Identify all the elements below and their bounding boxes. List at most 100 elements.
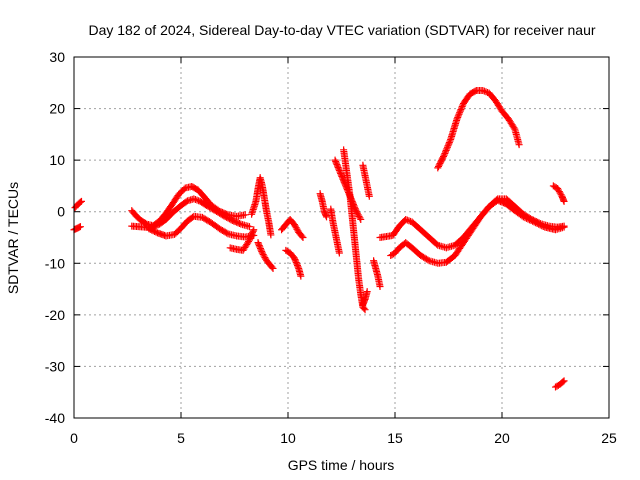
data-point bbox=[269, 264, 277, 272]
data-point bbox=[337, 171, 345, 179]
data-point bbox=[535, 220, 543, 228]
data-point bbox=[376, 282, 384, 290]
series-arc-c bbox=[128, 195, 253, 232]
series-arc-s bbox=[434, 87, 523, 172]
data-point bbox=[479, 87, 487, 95]
data-point bbox=[291, 222, 299, 230]
data-point bbox=[456, 109, 464, 117]
data-point bbox=[530, 218, 538, 226]
data-point bbox=[335, 166, 343, 174]
y-tick-label: 30 bbox=[49, 49, 65, 65]
data-point bbox=[292, 224, 300, 232]
data-point bbox=[261, 254, 269, 262]
x-tick-label: 15 bbox=[387, 430, 403, 446]
data-point bbox=[333, 161, 341, 169]
data-point bbox=[446, 137, 454, 145]
data-point bbox=[533, 220, 541, 228]
data-point bbox=[249, 229, 257, 237]
y-tick-label: 20 bbox=[49, 101, 65, 117]
series-arc-g bbox=[254, 239, 277, 272]
series-arc-a2 bbox=[70, 223, 84, 234]
data-point bbox=[255, 242, 263, 250]
data-point bbox=[560, 223, 568, 231]
series-arc-n bbox=[359, 161, 373, 200]
data-point bbox=[442, 146, 450, 154]
data-point bbox=[297, 272, 305, 280]
data-point bbox=[554, 186, 562, 194]
data-point bbox=[258, 247, 266, 255]
y-tick-label: 10 bbox=[49, 152, 65, 168]
data-point bbox=[453, 115, 461, 123]
data-point bbox=[560, 197, 568, 205]
data-point bbox=[361, 306, 369, 314]
data-point bbox=[268, 263, 276, 271]
data-point bbox=[255, 240, 263, 248]
data-point bbox=[424, 256, 432, 264]
data-point bbox=[76, 198, 84, 206]
y-tick-label: -20 bbox=[45, 307, 65, 323]
data-point bbox=[191, 195, 199, 203]
data-point bbox=[256, 245, 264, 253]
data-point bbox=[433, 240, 441, 248]
data-point bbox=[355, 212, 363, 220]
data-point bbox=[536, 221, 544, 229]
data-point bbox=[555, 188, 563, 196]
y-tick-label: -30 bbox=[45, 358, 65, 374]
series-arc-r bbox=[387, 196, 568, 267]
data-point bbox=[249, 227, 257, 235]
y-axis-label: SDTVAR / TECUs bbox=[5, 182, 21, 294]
y-tick-label: -10 bbox=[45, 255, 65, 271]
data-point bbox=[299, 234, 307, 241]
data-point bbox=[290, 221, 298, 229]
data-point bbox=[256, 243, 264, 251]
series-arc-p bbox=[370, 257, 384, 290]
series-arc-k bbox=[327, 205, 343, 257]
data-point bbox=[293, 225, 301, 233]
series-arc-a1 bbox=[71, 197, 85, 212]
data-point bbox=[444, 142, 452, 150]
data-point bbox=[554, 185, 562, 193]
data-point bbox=[258, 249, 266, 257]
data-point bbox=[292, 259, 300, 267]
series-arc-d bbox=[145, 212, 258, 241]
data-point bbox=[458, 104, 466, 112]
data-point bbox=[245, 238, 253, 246]
series-arc-h bbox=[278, 215, 307, 241]
data-point bbox=[559, 378, 567, 386]
series-arc-e bbox=[226, 226, 258, 254]
data-point bbox=[455, 110, 463, 118]
data-point bbox=[458, 103, 466, 111]
data-point bbox=[335, 165, 343, 173]
series-arc-j bbox=[316, 190, 331, 221]
series-arc-i bbox=[282, 246, 305, 280]
data-point bbox=[532, 219, 540, 227]
data-point bbox=[241, 211, 249, 219]
data-point bbox=[515, 141, 523, 149]
data-point bbox=[294, 263, 302, 271]
grid-lines bbox=[74, 57, 609, 418]
data-point bbox=[190, 195, 198, 203]
data-point bbox=[245, 236, 253, 244]
data-point bbox=[354, 211, 362, 219]
data-point bbox=[336, 168, 344, 176]
y-tick-label: 0 bbox=[57, 204, 65, 220]
series-arc-m bbox=[340, 146, 369, 314]
data-point bbox=[454, 113, 462, 121]
series-arc-t bbox=[549, 182, 568, 205]
data-point bbox=[223, 229, 231, 237]
chart-title: Day 182 of 2024, Sidereal Day-to-day VTE… bbox=[88, 22, 595, 38]
data-point bbox=[454, 112, 462, 120]
data-point bbox=[539, 222, 547, 230]
data-point bbox=[442, 148, 450, 156]
data-point bbox=[529, 217, 537, 225]
data-point bbox=[443, 143, 451, 151]
data-point bbox=[456, 107, 464, 115]
data-point bbox=[332, 159, 340, 167]
data-point bbox=[405, 217, 413, 225]
data-point bbox=[359, 301, 367, 309]
data-point bbox=[259, 251, 267, 259]
data-point bbox=[247, 233, 255, 241]
x-tick-label: 10 bbox=[280, 430, 296, 446]
data-point bbox=[290, 254, 298, 262]
data-point bbox=[77, 197, 85, 205]
